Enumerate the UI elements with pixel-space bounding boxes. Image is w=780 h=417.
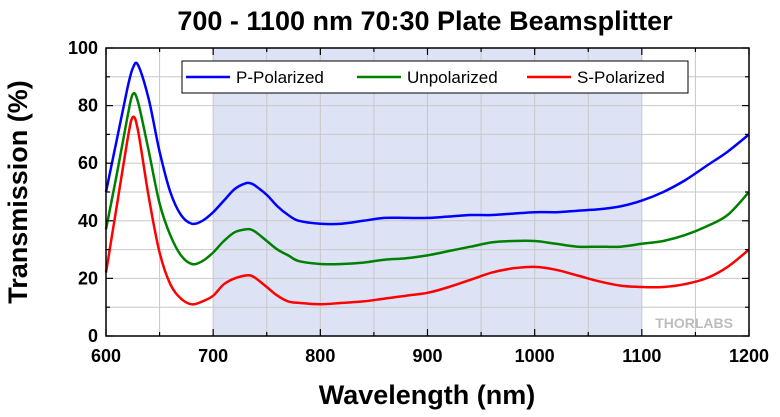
x-axis-label: Wavelength (nm)	[319, 380, 536, 410]
x-tick-label: 800	[305, 346, 335, 366]
series-layer	[104, 61, 750, 306]
legend-box	[181, 60, 689, 94]
legend-label-p-polarized: P-Polarized	[236, 68, 324, 87]
series-line-s-polarized	[104, 115, 750, 306]
y-tick-label: 0	[88, 326, 98, 346]
x-tick-label: 1200	[729, 346, 769, 366]
x-tick-labels: 600 700 800 900 1000 1100 1200	[91, 346, 769, 366]
y-tick-label: 80	[78, 96, 98, 116]
y-tick-label: 40	[78, 211, 98, 231]
x-tick-label: 600	[91, 346, 121, 366]
series-line-unpolarized	[104, 91, 750, 266]
y-axis-label: Transmission (%)	[3, 80, 33, 304]
x-tick-label: 1100	[622, 346, 661, 366]
y-tick-label: 100	[68, 38, 98, 58]
legend-label-unpolarized: Unpolarized	[407, 68, 498, 87]
thorlabs-watermark: THORLABS	[655, 315, 733, 331]
chart-title: 700 - 1100 nm 70:30 Plate Beamsplitter	[177, 6, 673, 36]
y-tick-label: 20	[78, 268, 98, 288]
x-tick-label: 1000	[515, 346, 555, 366]
series-line-p-polarized	[104, 61, 750, 226]
grid-lines	[106, 48, 749, 336]
x-tick-label: 900	[412, 346, 442, 366]
legend-label-s-polarized: S-Polarized	[577, 68, 665, 87]
y-tick-labels: 0 20 40 60 80 100	[68, 38, 98, 346]
y-tick-label: 60	[78, 153, 98, 173]
x-tick-label: 700	[198, 346, 228, 366]
axis-ticks	[105, 47, 750, 337]
legend: P-Polarized Unpolarized S-Polarized	[181, 60, 689, 94]
